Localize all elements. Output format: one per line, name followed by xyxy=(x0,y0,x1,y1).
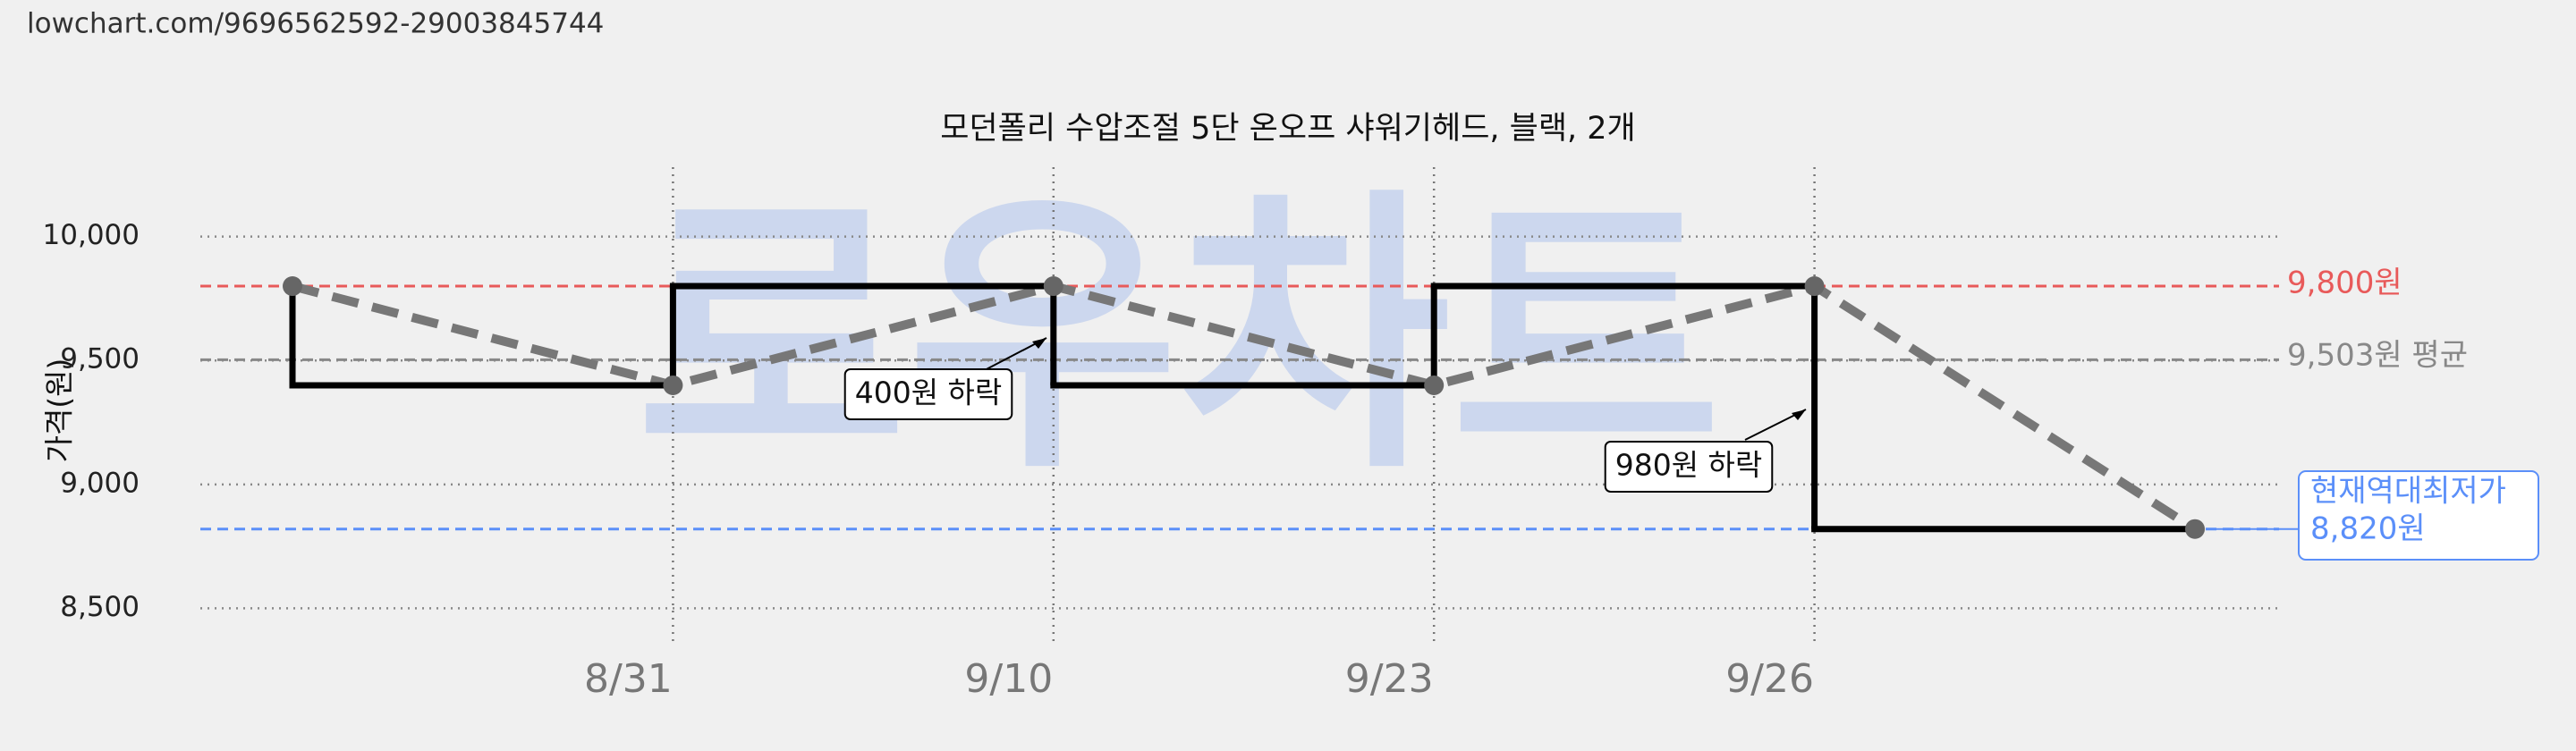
x-tick-label: 9/10 xyxy=(964,656,1053,702)
watermark: 로우차트 xyxy=(636,165,1722,508)
reference-note: 현재역대최저가 xyxy=(2310,474,2506,510)
url: lowchart.com/9696562592-29003845744 xyxy=(27,8,604,40)
x-tick-label: 9/23 xyxy=(1345,656,1434,702)
point xyxy=(283,276,302,297)
reference-box xyxy=(2298,470,2539,561)
annotation: 980원 하락 xyxy=(1615,448,1763,483)
annotation-box xyxy=(843,368,1013,420)
x-tick-label: 9/26 xyxy=(1725,656,1814,702)
trend-line xyxy=(291,281,2198,533)
annotation: 400원 하락 xyxy=(855,376,1003,410)
point xyxy=(1043,276,1063,297)
y-tick-label: 9,500 xyxy=(60,343,140,376)
point xyxy=(663,375,683,395)
y-axis-label: 가격(원) xyxy=(42,359,77,463)
y-tick-label: 9,000 xyxy=(60,467,140,499)
chart-title: 모던폴리 수압조절 5단 온오프 샤워기헤드, 블랙, 2개 xyxy=(940,111,1636,147)
reference-label: 9,503원 평균 xyxy=(2287,338,2468,374)
y-tick-label: 10,000 xyxy=(43,219,140,251)
point xyxy=(1424,375,1445,395)
arrow-head xyxy=(1032,338,1046,349)
y-tick-label: 8,500 xyxy=(60,591,140,623)
x-tick-label: 8/31 xyxy=(584,656,673,702)
reference-label: 8,820원 xyxy=(2310,511,2426,547)
point xyxy=(2185,519,2205,539)
arrow-head xyxy=(1792,409,1806,420)
annotation-box xyxy=(1604,441,1774,493)
point xyxy=(1804,276,1825,297)
reference-label: 9,800원 xyxy=(2287,266,2402,301)
